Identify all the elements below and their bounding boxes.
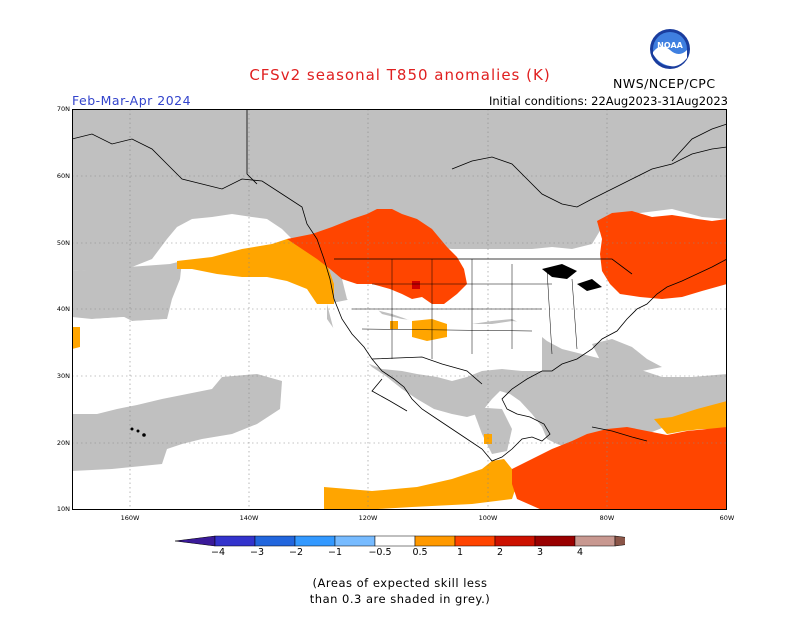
lat-label-60n: 60N [56, 172, 70, 180]
cb-tick-neg3: −3 [249, 547, 264, 558]
lon-label-160w: 160W [120, 514, 140, 522]
colorbar-segment [454, 535, 496, 547]
anomaly-0-5-to-1 [72, 237, 727, 510]
lon-label-60w: 60W [719, 514, 735, 522]
colorbar-segment [494, 535, 536, 547]
state-borders [352, 259, 578, 359]
cb-tick-neg4: −4 [210, 547, 225, 558]
initial-conditions: Initial conditions: 22Aug2023-31Aug2023 [488, 94, 728, 108]
cb-tick-4: 4 [576, 547, 584, 558]
colorbar-segment [614, 535, 625, 547]
lon-label-140w: 140W [239, 514, 259, 522]
agency-label: NWS/NCEP/CPC [613, 76, 716, 91]
skill-note-line2: than 0.3 are shaded in grey.) [309, 592, 491, 606]
lon-label-80w: 80W [599, 514, 615, 522]
cb-tick-neg1: −1 [327, 547, 342, 558]
great-lakes [542, 264, 602, 291]
lat-label-70n: 70N [56, 105, 70, 113]
colorbar-segment [374, 535, 416, 547]
lat-label-10n: 10N [56, 505, 70, 513]
skill-note: (Areas of expected skill less than 0.3 a… [0, 575, 800, 607]
lat-label-40n: 40N [56, 305, 70, 313]
cb-tick-neg2: −2 [288, 547, 303, 558]
lat-label-30n: 30N [56, 372, 70, 380]
colorbar-segment [334, 535, 376, 547]
lat-label-20n: 20N [56, 439, 70, 447]
anomaly-2-to-3 [412, 281, 420, 289]
hawaii-islands [130, 427, 146, 437]
colorbar [175, 535, 625, 547]
noaa-logo: NOAA [650, 29, 690, 69]
colorbar-segment [414, 535, 456, 547]
colorbar-segment [534, 535, 576, 547]
map-title: CFSv2 seasonal T850 anomalies (K) [249, 66, 551, 84]
cb-tick-2: 2 [496, 547, 504, 558]
colorbar-segment [254, 535, 296, 547]
colorbar-segment [175, 535, 216, 547]
lon-label-100w: 100W [478, 514, 498, 522]
forecast-period: Feb-Mar-Apr 2024 [72, 93, 192, 108]
colorbar-segment [214, 535, 256, 547]
colorbar-segment [574, 535, 616, 547]
colorbar-segment [294, 535, 336, 547]
logo-text: NOAA [657, 41, 683, 50]
cb-tick-3: 3 [536, 547, 544, 558]
map-frame [72, 109, 727, 510]
cb-tick-0-5: 0.5 [412, 547, 428, 558]
anomaly-map [72, 109, 727, 510]
coastlines [72, 109, 727, 462]
anomaly-1-to-2 [287, 209, 727, 510]
lat-lon-grid [72, 109, 727, 510]
cb-tick-neg0-5: −0.5 [368, 547, 392, 558]
lon-label-120w: 120W [358, 514, 378, 522]
skillful-neutral-areas [72, 299, 542, 414]
skill-note-line1: (Areas of expected skill less [312, 576, 488, 590]
cb-tick-1: 1 [456, 547, 464, 558]
lat-label-50n: 50N [56, 239, 70, 247]
